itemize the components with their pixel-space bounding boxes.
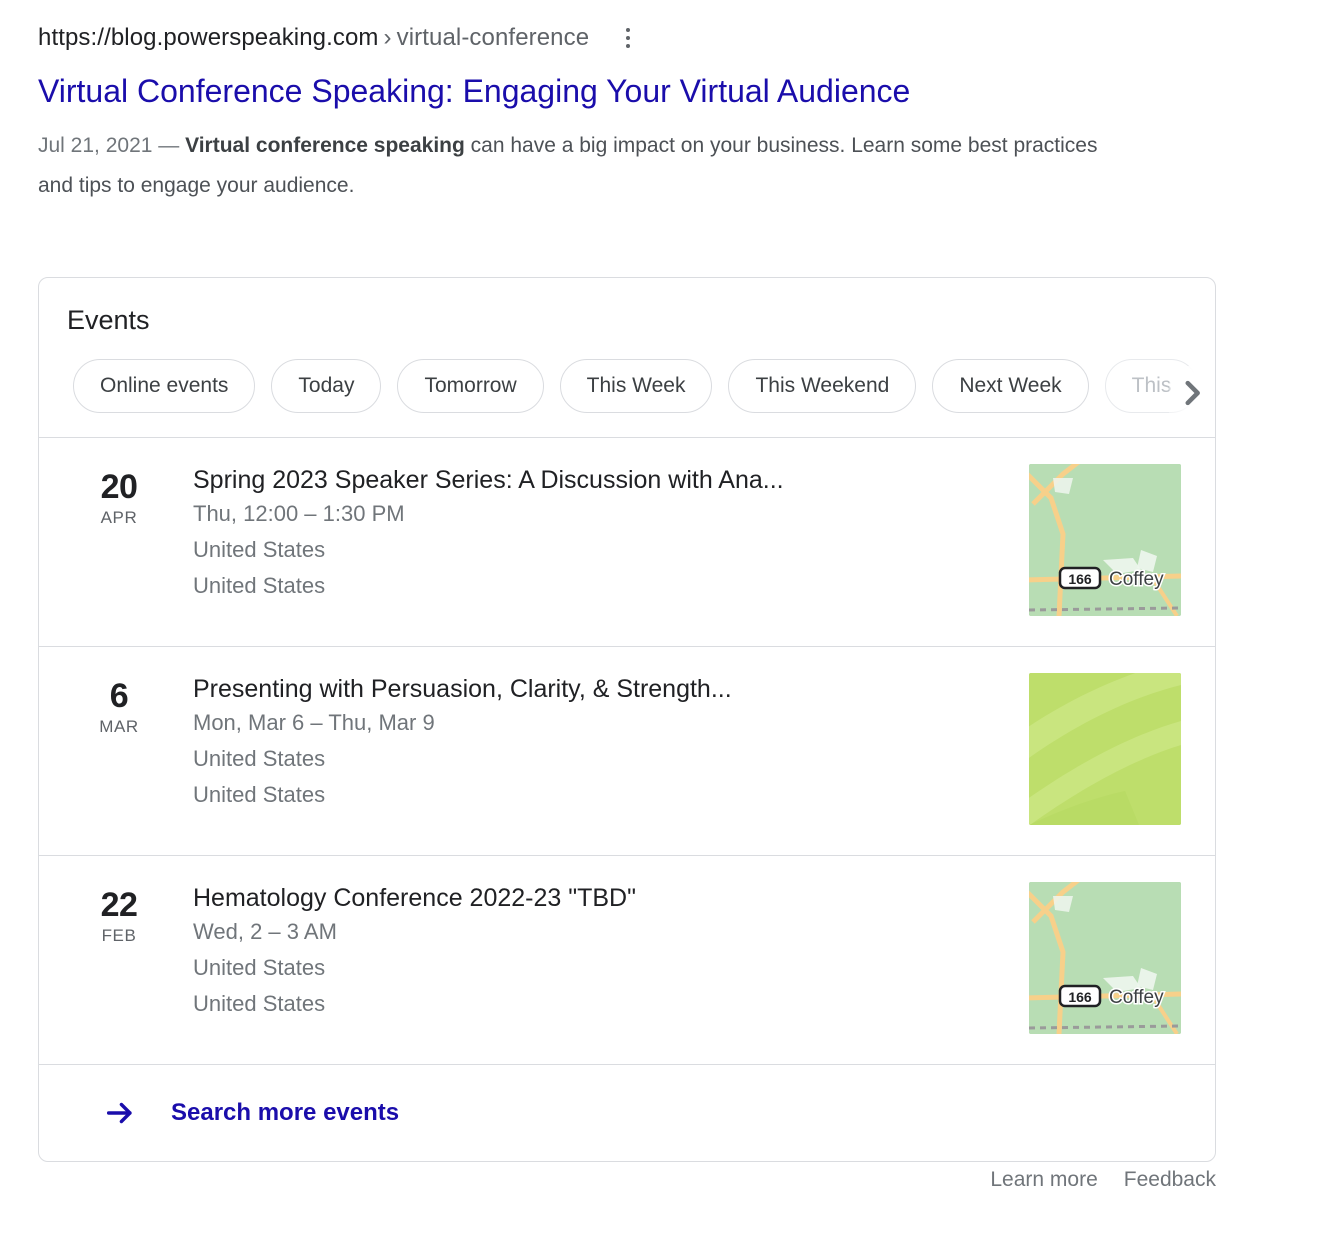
chip-online-events[interactable]: Online events [73, 359, 256, 413]
feedback-link[interactable]: Feedback [1123, 1168, 1216, 1191]
kebab-dot [626, 36, 631, 40]
event-name: Spring 2023 Speaker Series: A Discussion… [193, 466, 784, 494]
learn-more-link[interactable]: Learn more [990, 1168, 1098, 1191]
event-location-line-2: United States [193, 782, 326, 807]
chip-label: Next Week [959, 374, 1062, 397]
event-month: FEB [101, 926, 137, 945]
event-day: 20 [100, 468, 138, 506]
event-location-line-1: United States [193, 537, 326, 562]
chevron-right-icon[interactable] [1169, 366, 1215, 420]
breadcrumb-separator: › [383, 24, 392, 51]
divider [39, 855, 1215, 856]
search-more-events-label: Search more events [171, 1099, 400, 1126]
breadcrumb-path: virtual-conference [396, 24, 590, 51]
event-location-line-2: United States [193, 573, 326, 598]
kebab-dot [626, 44, 631, 48]
highway-shield: 166 [1058, 984, 1102, 1008]
svg-text:166: 166 [1068, 989, 1092, 1005]
breadcrumb-domain: https://blog.powerspeaking.com [38, 24, 379, 51]
chip-label: Tomorrow [424, 374, 517, 397]
event-day: 22 [100, 886, 138, 924]
event-location-line-1: United States [193, 955, 326, 980]
chip-this-week[interactable]: This Week [559, 359, 713, 413]
event-date: 20 APR [73, 464, 165, 528]
snippet-text: can have a big impact on your business. … [38, 134, 1098, 197]
event-name: Presenting with Persuasion, Clarity, & S… [193, 675, 732, 703]
event-details: Spring 2023 Speaker Series: A Discussion… [165, 464, 1013, 604]
event-name: Hematology Conference 2022-23 "TBD" [193, 884, 636, 912]
arrow-right-icon [103, 1096, 145, 1130]
snippet-bold-term: Virtual conference speaking [185, 134, 465, 157]
chip-label: Today [298, 374, 355, 397]
highway-shield: 166 [1058, 566, 1102, 590]
events-card: Events Online events Today Tomorrow This… [38, 277, 1216, 1162]
event-time: Wed, 2 – 3 AM [193, 919, 337, 944]
card-footer-links: Learn more Feedback [38, 1168, 1216, 1192]
event-map-thumbnail[interactable]: 166 Coffey [1029, 882, 1181, 1034]
event-location-line-2: United States [193, 991, 326, 1016]
event-list-item[interactable]: 22 FEB Hematology Conference 2022-23 "TB… [39, 856, 1215, 1064]
event-list-item[interactable]: 6 MAR Presenting with Persuasion, Clarit… [39, 647, 1215, 855]
divider [39, 1064, 1215, 1065]
result-title-link[interactable]: Virtual Conference Speaking: Engaging Yo… [38, 73, 911, 109]
event-map-thumbnail[interactable]: 166 Coffey [1029, 464, 1181, 616]
event-date: 6 MAR [73, 673, 165, 737]
event-list-item[interactable]: 20 APR Spring 2023 Speaker Series: A Dis… [39, 438, 1215, 646]
events-card-header: Events [39, 278, 1215, 336]
search-more-events-link[interactable]: Search more events [39, 1065, 1215, 1161]
svg-text:Coffey: Coffey [1109, 569, 1164, 590]
event-location-line-1: United States [193, 746, 326, 771]
kebab-dot [626, 28, 631, 32]
event-details: Presenting with Persuasion, Clarity, & S… [165, 673, 1013, 813]
divider [39, 437, 1215, 438]
event-filter-chips-scroller: Online events Today Tomorrow This Week T… [39, 358, 1215, 437]
events-card-title: Events [67, 305, 150, 335]
kebab-menu-icon[interactable] [613, 23, 643, 53]
event-image-thumbnail[interactable] [1029, 673, 1181, 825]
chip-label: Online events [100, 374, 229, 397]
event-date: 22 FEB [73, 882, 165, 946]
chip-tomorrow[interactable]: Tomorrow [397, 359, 544, 413]
chip-next-week[interactable]: Next Week [932, 359, 1089, 413]
event-filter-chips: Online events Today Tomorrow This Week T… [39, 358, 1215, 414]
event-time: Mon, Mar 6 – Thu, Mar 9 [193, 710, 435, 735]
event-details: Hematology Conference 2022-23 "TBD" Wed,… [165, 882, 1013, 1022]
svg-text:166: 166 [1068, 571, 1092, 587]
event-month: MAR [99, 717, 139, 736]
event-time: Thu, 12:00 – 1:30 PM [193, 501, 405, 526]
search-result: https://blog.powerspeaking.com › virtual-c… [38, 18, 1158, 206]
divider [39, 646, 1215, 647]
result-breadcrumb[interactable]: https://blog.powerspeaking.com › virtual-c… [38, 24, 589, 52]
result-snippet: Jul 21, 2021 — Virtual conference speaki… [38, 126, 1098, 206]
chip-label: This [1131, 374, 1172, 397]
result-url-row: https://blog.powerspeaking.com › virtual-c… [38, 18, 1158, 58]
snippet-date: Jul 21, 2021 — [38, 134, 186, 157]
chip-this-weekend[interactable]: This Weekend [728, 359, 917, 413]
chip-today[interactable]: Today [271, 359, 382, 413]
svg-text:Coffey: Coffey [1109, 987, 1164, 1008]
event-month: APR [100, 508, 138, 527]
event-day: 6 [109, 677, 129, 715]
chip-label: This Week [586, 374, 686, 397]
chip-label: This Weekend [755, 374, 890, 397]
